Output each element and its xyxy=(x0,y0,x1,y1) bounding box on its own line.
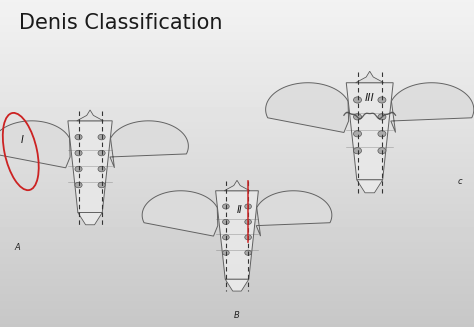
Ellipse shape xyxy=(378,131,386,137)
Polygon shape xyxy=(256,191,332,236)
Ellipse shape xyxy=(98,166,105,172)
Ellipse shape xyxy=(354,114,362,120)
Text: III: III xyxy=(365,93,374,103)
Polygon shape xyxy=(216,191,258,279)
Ellipse shape xyxy=(75,134,82,140)
Text: Denis Classification: Denis Classification xyxy=(19,13,222,33)
Ellipse shape xyxy=(98,134,105,140)
Text: c: c xyxy=(457,177,462,186)
Ellipse shape xyxy=(98,150,105,156)
Ellipse shape xyxy=(223,235,229,240)
Ellipse shape xyxy=(354,131,362,137)
Text: I: I xyxy=(21,135,24,145)
Polygon shape xyxy=(78,213,102,225)
Polygon shape xyxy=(356,71,384,83)
Polygon shape xyxy=(225,279,249,291)
Text: A: A xyxy=(14,243,20,252)
Ellipse shape xyxy=(75,182,82,188)
Polygon shape xyxy=(224,180,250,191)
Polygon shape xyxy=(0,121,70,168)
Ellipse shape xyxy=(354,147,362,154)
Ellipse shape xyxy=(378,97,386,103)
Ellipse shape xyxy=(75,166,82,172)
Ellipse shape xyxy=(223,250,229,255)
Ellipse shape xyxy=(378,114,386,120)
Ellipse shape xyxy=(245,204,251,209)
Ellipse shape xyxy=(98,182,105,188)
Ellipse shape xyxy=(378,147,386,154)
Polygon shape xyxy=(110,121,188,168)
Polygon shape xyxy=(77,110,103,121)
Ellipse shape xyxy=(354,97,362,103)
Polygon shape xyxy=(265,83,348,132)
Polygon shape xyxy=(391,83,474,132)
Ellipse shape xyxy=(245,250,251,255)
Polygon shape xyxy=(357,180,383,193)
Polygon shape xyxy=(142,191,218,236)
Ellipse shape xyxy=(75,150,82,156)
Ellipse shape xyxy=(245,235,251,240)
Text: B: B xyxy=(234,311,240,320)
Ellipse shape xyxy=(245,219,251,224)
Polygon shape xyxy=(346,83,393,180)
Text: II: II xyxy=(236,205,242,215)
Ellipse shape xyxy=(223,219,229,224)
Ellipse shape xyxy=(223,204,229,209)
Polygon shape xyxy=(68,121,112,213)
